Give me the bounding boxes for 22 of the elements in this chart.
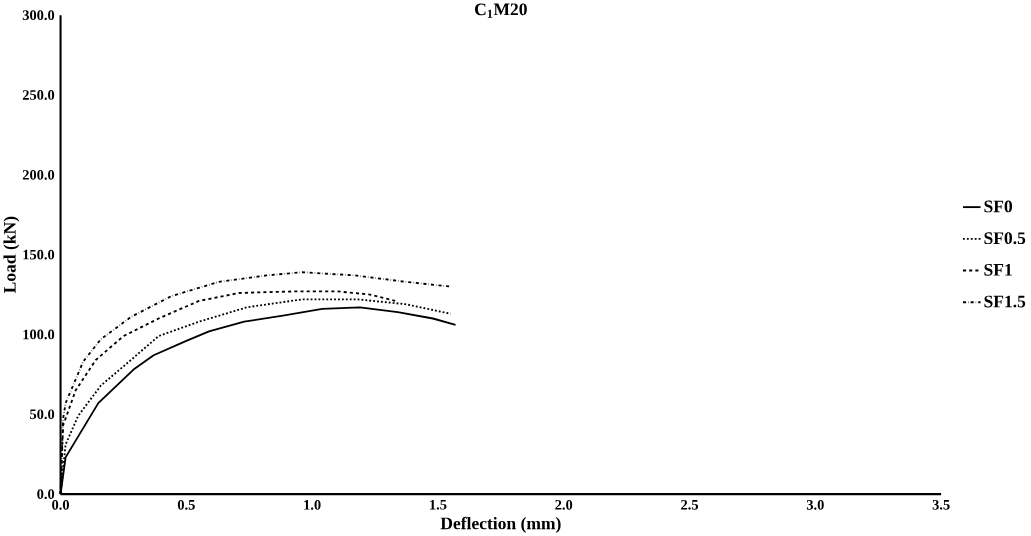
- x-tick-label: 0.0: [52, 499, 70, 510]
- x-axis-title: Deflection (mm): [440, 516, 561, 533]
- x-tick-label: 3.5: [932, 499, 950, 510]
- x-tick-label: 1.0: [304, 499, 321, 510]
- y-tick-label: 150.0: [23, 249, 55, 260]
- y-tick-label: 0.0: [37, 489, 55, 499]
- x-tick-label: 0.5: [177, 499, 195, 510]
- y-axis-title: Load (kN): [3, 216, 20, 293]
- y-tick-label: 100.0: [23, 329, 55, 340]
- y-tick-label: 300.0: [22, 10, 55, 20]
- x-tick-label: 2.5: [681, 499, 699, 510]
- y-tick-label: 200.0: [22, 169, 55, 180]
- legend-label: SF0: [984, 200, 1013, 213]
- x-tick-label: 3.0: [806, 499, 824, 510]
- chart-title: C$_{1}$M20: [475, 3, 527, 18]
- legend-label: SF1.5: [984, 295, 1026, 308]
- x-tick-label: 2.0: [555, 499, 573, 510]
- legend-label: SF0.5: [984, 232, 1026, 244]
- x-tick-label: 1.5: [430, 499, 447, 510]
- legend-label: SF1: [984, 263, 1012, 276]
- y-tick-label: 250.0: [22, 89, 55, 100]
- y-tick-label: 50.0: [30, 409, 55, 420]
